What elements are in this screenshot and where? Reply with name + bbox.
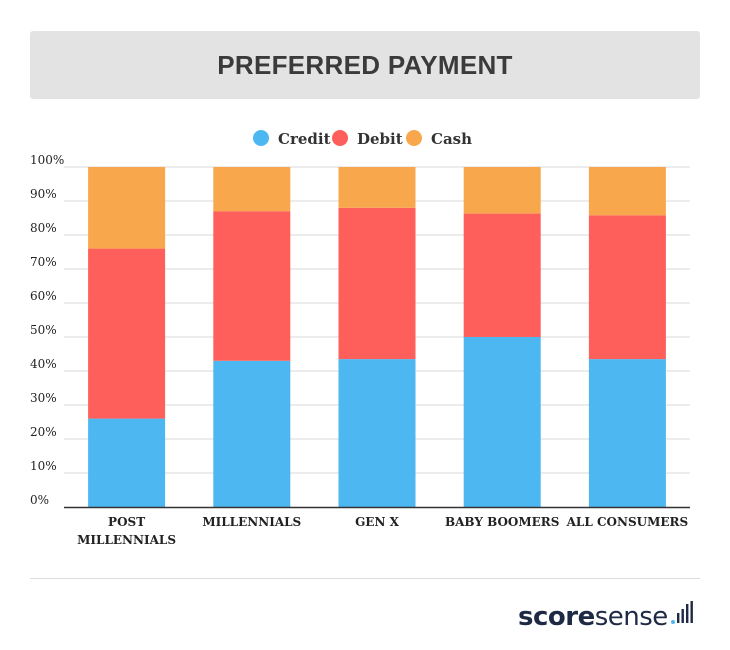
y-tick-label: 10% bbox=[30, 459, 57, 473]
x-tick-label: ALL CONSUMERS bbox=[566, 515, 689, 529]
bar-segment-credit bbox=[338, 359, 416, 507]
footer-divider bbox=[30, 578, 700, 579]
x-tick-label: MILLENNIALS bbox=[77, 533, 176, 547]
y-tick-label: 100% bbox=[30, 153, 64, 167]
bar-segment-debit bbox=[588, 215, 666, 360]
bar-segment-cash bbox=[213, 167, 291, 212]
x-tick-label: BABY BOOMERS bbox=[445, 515, 559, 529]
bar-segment-cash bbox=[338, 167, 416, 208]
y-tick-label: 0% bbox=[30, 493, 49, 507]
legend-marker-debit bbox=[332, 130, 348, 146]
legend-label-debit: Debit bbox=[357, 130, 403, 148]
y-tick-label: 60% bbox=[30, 289, 57, 303]
y-tick-label: 40% bbox=[30, 357, 57, 371]
logo-sense-text: sense bbox=[594, 602, 669, 632]
legend-label-credit: Credit bbox=[278, 130, 331, 148]
bar-segment-credit bbox=[463, 337, 541, 507]
bar-segment-debit bbox=[213, 211, 291, 361]
y-tick-label: 90% bbox=[30, 187, 57, 201]
bar-segment-debit bbox=[463, 213, 541, 337]
bar-segment-debit bbox=[338, 207, 416, 360]
y-tick-label: 70% bbox=[30, 255, 57, 269]
chart-title: PREFERRED PAYMENT bbox=[217, 49, 513, 80]
stacked-bar-chart: 0% 10% 20% 30% 40% 50% 60% 70% 80% 90% 100% POST MIL… bbox=[30, 130, 690, 547]
y-tick-label: 50% bbox=[30, 323, 57, 337]
logo-score-text: score bbox=[518, 602, 595, 632]
bar-segment-cash bbox=[463, 167, 541, 214]
bar-segment-cash bbox=[588, 167, 666, 216]
bar-segment-cash bbox=[88, 167, 166, 249]
legend-marker-cash bbox=[406, 130, 422, 146]
title-banner: PREFERRED PAYMENT bbox=[30, 31, 700, 99]
scoresense-logo: score sense bbox=[518, 598, 693, 632]
signal-bars-icon bbox=[670, 601, 693, 624]
y-tick-label: 30% bbox=[30, 391, 57, 405]
legend-label-cash: Cash bbox=[431, 130, 472, 148]
y-tick-label: 20% bbox=[30, 425, 57, 439]
x-tick-label: GEN X bbox=[355, 515, 400, 529]
x-tick-label: POST bbox=[108, 515, 145, 529]
legend-marker-credit bbox=[253, 130, 269, 146]
x-tick-label: MILLENNIALS bbox=[202, 515, 301, 529]
bar-segment-credit bbox=[213, 360, 291, 507]
y-tick-label: 80% bbox=[30, 221, 57, 235]
bar-segment-credit bbox=[588, 359, 666, 507]
bar-segment-debit bbox=[88, 248, 166, 419]
bar-segment-credit bbox=[88, 418, 166, 507]
